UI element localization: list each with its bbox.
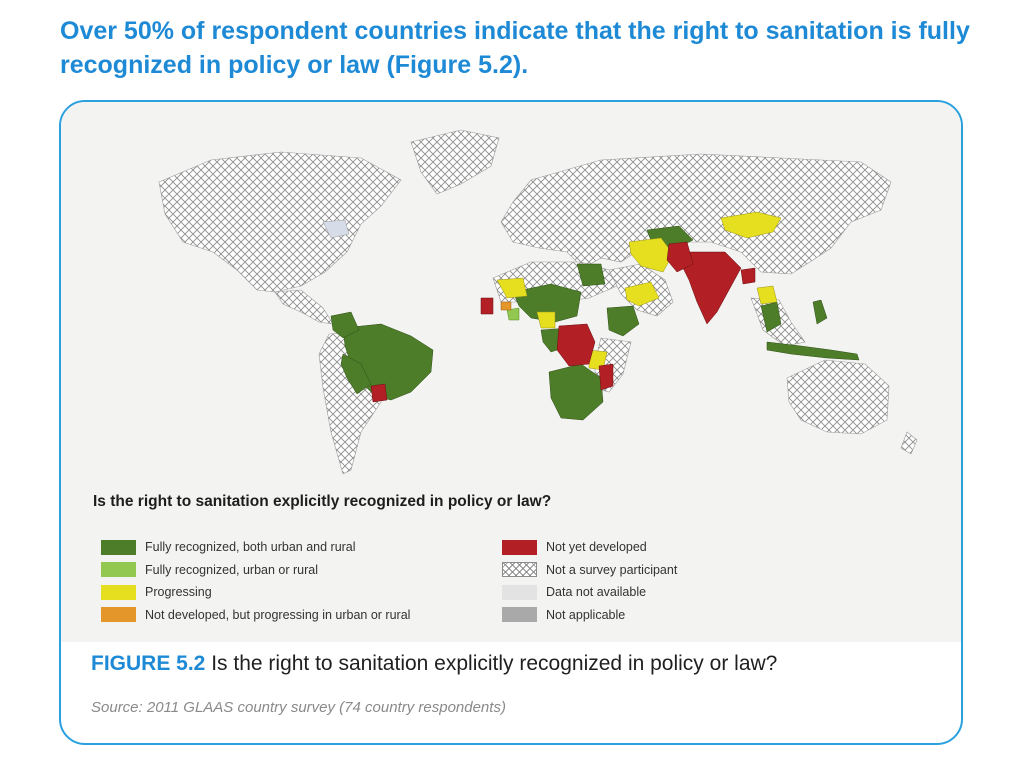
crosshatch-swatch-icon (502, 562, 537, 578)
mekong-region (760, 301, 782, 333)
partial-progress-regions (500, 301, 512, 311)
source-note: Source: 2011 GLAAS country survey (74 co… (91, 699, 506, 716)
orange-west-africa (500, 301, 512, 311)
solid-swatch-icon (101, 607, 136, 623)
mongolia (720, 211, 782, 239)
legend-column-left: Fully recognized, both urban and rural F… (101, 536, 410, 626)
north-america (158, 151, 402, 293)
legend-item-non-participant: Not a survey participant (502, 559, 677, 582)
pakistan (666, 241, 694, 273)
legend-label: Fully recognized, both urban and rural (145, 540, 356, 555)
solid-swatch-icon (101, 539, 136, 555)
madagascar-mozambique (598, 363, 614, 391)
legend-label: Progressing (145, 585, 212, 600)
peru-bolivia (340, 353, 372, 395)
legend-item-not-applicable: Not applicable (502, 604, 677, 627)
legend-label: Data not available (546, 585, 647, 600)
sahel-yellow (496, 277, 528, 299)
data-not-available-region (322, 219, 350, 239)
page-title: Over 50% of respondent countries indicat… (60, 17, 970, 79)
arabian-peninsula (624, 281, 660, 307)
india (680, 251, 742, 325)
legend-item-partial: Not developed, but progressing in urban … (101, 604, 410, 627)
legend-item-no-data: Data not available (502, 581, 677, 604)
indonesia (766, 341, 860, 361)
legend-column-right: Not yet developed Not a survey participa… (502, 536, 677, 626)
figure-caption: FIGURE 5.2 Is the right to sanitation ex… (91, 652, 777, 676)
legend-label: Not developed, but progressing in urban … (145, 607, 411, 622)
greenland (410, 129, 500, 195)
philippines (812, 299, 828, 325)
progressing-regions (496, 211, 782, 371)
solid-swatch-icon (101, 584, 136, 600)
australia (786, 359, 890, 435)
west-africa-red (480, 297, 494, 315)
solid-swatch-icon (502, 539, 537, 555)
central-america (274, 289, 334, 325)
world-map (158, 129, 918, 475)
light-green-africa (506, 307, 520, 321)
solid-swatch-icon (502, 607, 537, 623)
figure-frame: Is the right to sanitation explicitly re… (59, 100, 963, 745)
legend-item-fully-one: Fully recognized, urban or rural (101, 559, 410, 582)
nigeria-area (536, 311, 556, 329)
not-yet-developed-regions (370, 241, 756, 403)
west-africa-block (512, 283, 582, 323)
legend-label: Not applicable (546, 607, 626, 622)
southern-africa (548, 363, 604, 421)
figure-caption-text: Is the right to sanitation explicitly re… (211, 652, 778, 675)
bangladesh-myanmar (740, 267, 756, 285)
congo-basin (556, 323, 596, 367)
fully-recognized-both-regions (330, 225, 860, 421)
eurasia (500, 153, 892, 275)
map-panel: Is the right to sanitation explicitly re… (61, 102, 961, 642)
legend-label: Not yet developed (546, 540, 647, 555)
new-zealand (900, 431, 918, 455)
colombia (330, 311, 360, 339)
paraguay (370, 383, 388, 403)
southeast-asia-yellow (756, 285, 778, 305)
egypt (576, 263, 606, 287)
fully-recognized-one-regions (506, 307, 520, 321)
legend-label: Fully recognized, urban or rural (145, 562, 318, 577)
legend-item-fully-both: Fully recognized, both urban and rural (101, 536, 410, 559)
legend-item-not-yet: Not yet developed (502, 536, 677, 559)
solid-swatch-icon (502, 584, 537, 600)
legend-item-progressing: Progressing (101, 581, 410, 604)
horn-of-africa (606, 305, 640, 337)
solid-swatch-icon (101, 562, 136, 578)
afghanistan-iran (628, 237, 674, 273)
legend-label: Not a survey participant (546, 562, 678, 577)
figure-label: FIGURE 5.2 (91, 652, 206, 675)
legend-title: Is the right to sanitation explicitly re… (93, 493, 552, 510)
